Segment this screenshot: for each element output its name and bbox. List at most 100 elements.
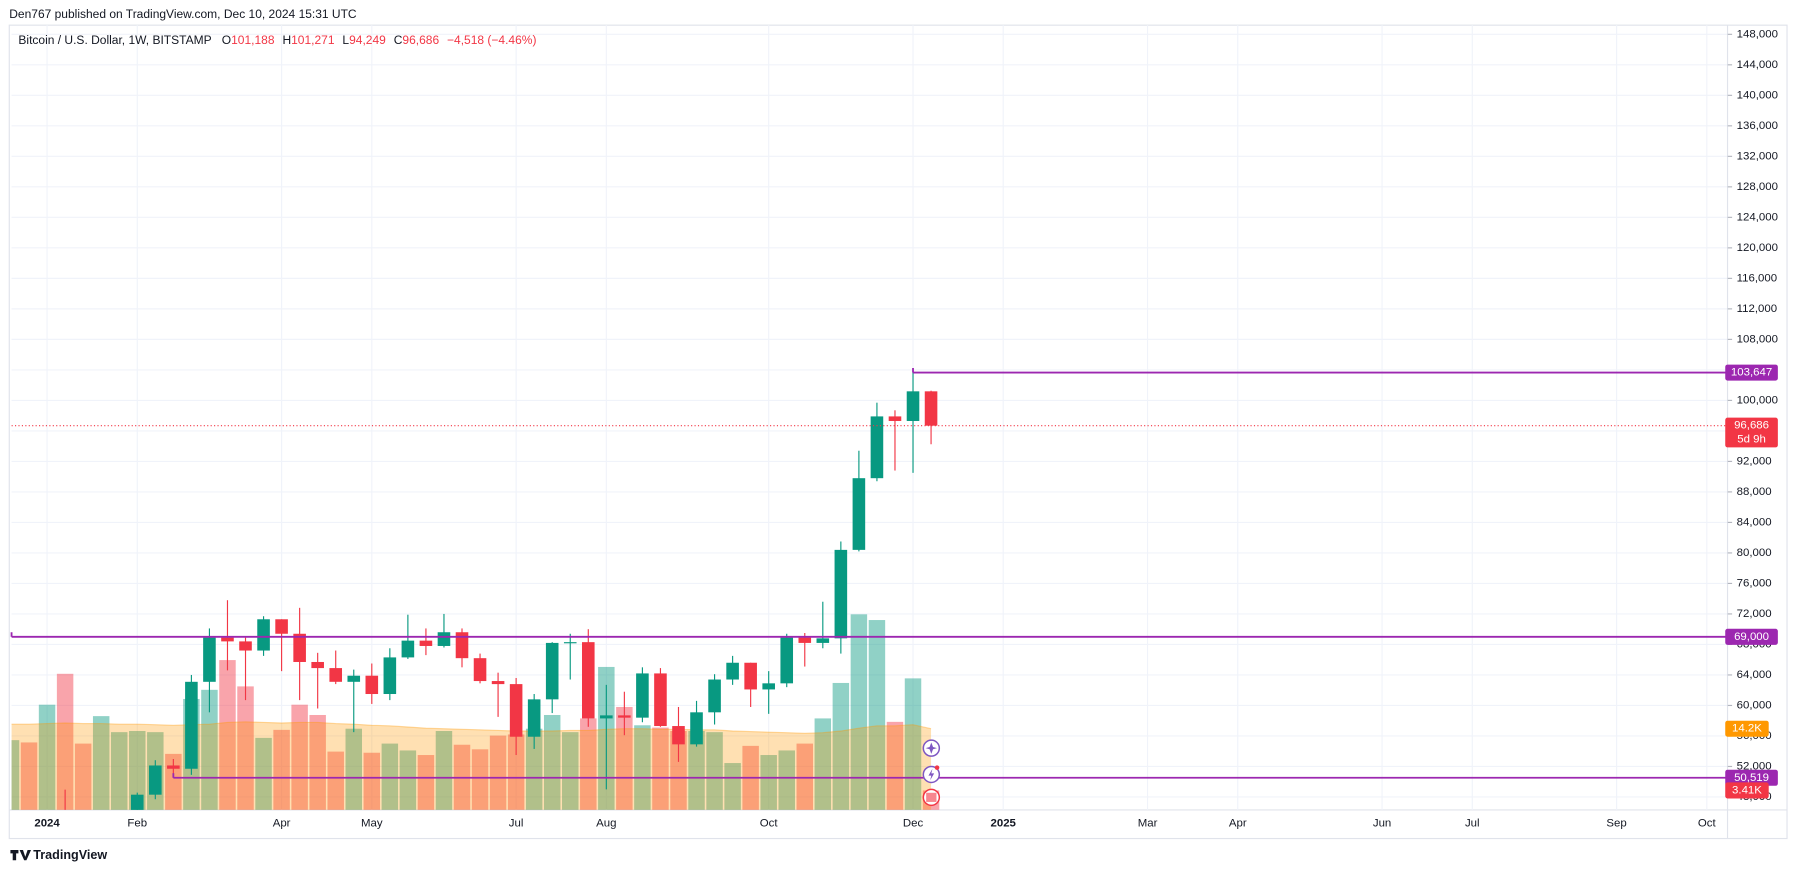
volume-bar [724,763,741,810]
x-tick-label: Dec [903,818,924,830]
volume-bar [74,743,92,810]
level-box [1725,628,1778,645]
volume-bar [634,725,651,810]
last-price-label: 96,686 [1734,420,1769,432]
candle-body [762,683,775,690]
candle-body [636,673,649,718]
x-tick-label: Jul [509,818,524,830]
y-tick-label: 132,000 [1737,150,1778,162]
y-tick-label: 124,000 [1737,211,1778,223]
candle-body [167,765,180,769]
candle-body [185,681,198,769]
volume-bar [56,673,74,810]
candle-body [690,712,703,745]
level-label: 69,000 [1734,631,1769,643]
brand-name: TradingView [33,848,107,862]
field-key: C [394,33,403,47]
volume-bar [796,743,814,810]
volume-bar [706,732,723,810]
volume-bar [778,750,795,810]
y-tick-label: 60,000 [1737,699,1772,711]
brand-logo [10,849,32,861]
candle-body [888,416,902,421]
y-tick-label: 128,000 [1737,181,1778,193]
candle-body [203,637,216,682]
field-value: 96,686 [402,33,439,47]
volume-bar [670,731,687,810]
volume-bar [219,660,236,810]
candle-body [527,699,541,737]
y-tick-label: 88,000 [1737,486,1772,498]
candle-body [401,640,415,658]
event-icons [922,739,941,807]
y-tick-label: 80,000 [1737,547,1772,559]
candle-body [419,640,433,646]
candle-body [365,675,379,695]
field-key: H [282,33,291,47]
volume-bar [345,728,362,810]
grid [11,25,1728,810]
volume-bar [255,737,272,810]
candle-body [473,658,487,682]
candle-body [149,765,162,795]
candle-body [654,673,667,727]
y-tick-label: 108,000 [1737,333,1778,345]
x-tick-label: Jun [1373,818,1391,830]
x-tick-label: Jul [1465,818,1480,830]
candle-body [798,637,812,643]
candle-body [906,391,920,421]
volume-bar [327,751,344,810]
volume-bar [886,721,904,810]
volume-bar [760,755,777,810]
y-tick-label: 92,000 [1737,455,1772,467]
volume-bar [489,735,507,810]
y-tick-label: 116,000 [1737,272,1777,284]
candle-body [239,641,252,651]
y-tick-label: 100,000 [1737,394,1778,406]
icon-dot [934,765,940,770]
brand: TradingView [10,848,107,862]
volume-bar [616,706,633,810]
volume-bar [868,620,886,810]
field-key: O [222,33,231,47]
overlays: 48,00052,00056,00060,00064,00068,00072,0… [10,28,1778,830]
candle-body [329,668,343,682]
x-tick-label: Feb [127,818,147,830]
icon-glyph [926,792,937,802]
legend: Bitcoin / U.S. Dollar, 1W, BITSTAMP O101… [18,33,536,47]
volume-bar [291,704,308,810]
x-tick-label: Apr [273,818,291,830]
icon-glyph [928,768,935,781]
volume-bar [435,731,453,810]
field-value: 101,271 [291,33,335,47]
x-tick-label: Aug [596,818,616,830]
volume-ma-line [11,721,932,734]
last-price-box [1725,417,1778,448]
y-tick-label: 72,000 [1737,608,1772,620]
y-tick-label: 84,000 [1737,516,1772,528]
volume-bar [363,752,381,810]
x-tick-label: Oct [1698,818,1717,830]
candle-body [437,632,451,646]
volume-bar [309,714,326,810]
x-tick-label: 2025 [991,818,1017,830]
published-line: Den767 published on TradingView.com, Dec… [9,7,357,21]
candle-body [221,637,234,642]
chart-frame [8,24,1788,840]
icon-glyph [925,742,938,754]
candle-body [618,715,631,718]
candle-body [563,642,577,644]
x-tick-label: May [361,818,383,830]
candle-body [293,633,306,662]
candle-body [130,794,144,810]
volume-bar [20,742,38,810]
y-tick-label: 120,000 [1737,242,1778,254]
x-tick-label: Sep [1606,818,1626,830]
y-tick-label: 112,000 [1737,303,1777,315]
volume-bar [652,727,669,810]
volume-bar [92,716,110,810]
field-value: 94,249 [349,33,386,47]
y-tick-label: 140,000 [1737,89,1778,101]
candle-body [383,657,397,695]
volume-bar [814,718,832,810]
